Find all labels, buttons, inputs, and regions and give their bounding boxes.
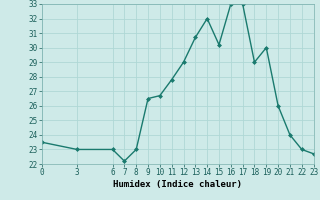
X-axis label: Humidex (Indice chaleur): Humidex (Indice chaleur) xyxy=(113,180,242,189)
